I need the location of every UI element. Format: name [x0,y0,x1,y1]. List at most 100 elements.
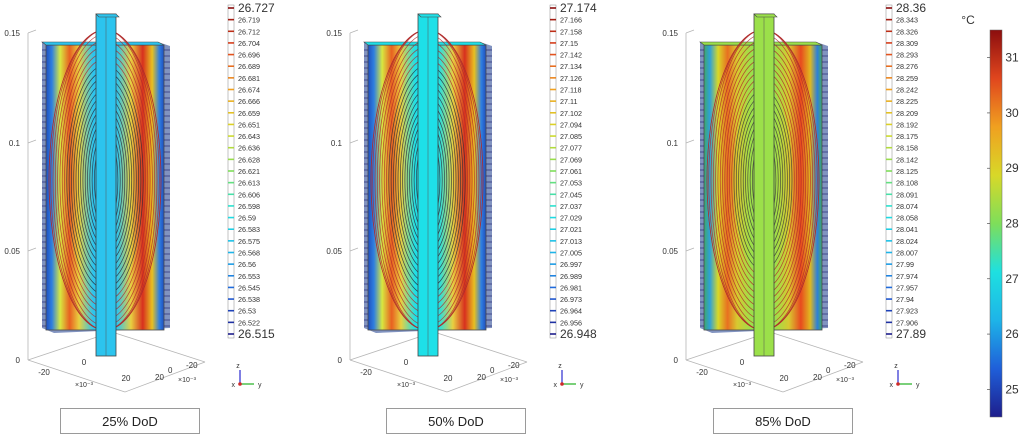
legend-level-label: 26.964 [560,307,582,316]
legend-level-label: 26.659 [238,109,260,118]
legend-level-label: 26.583 [238,225,260,234]
legend-level-label: 28.108 [896,179,918,188]
legend-level-label: 26.689 [238,62,260,71]
legend-level-label: 26.522 [238,318,260,327]
legend-level-label: 27.94 [896,295,914,304]
legend-level-label: 28.074 [896,202,918,211]
triad-y-label: y [916,382,920,389]
legend-level-label: 28.259 [896,74,918,83]
legend-level-label: 26.553 [238,272,260,281]
y-unit-label: ×10⁻³ [836,377,855,384]
center-tab [417,13,442,357]
z-tick-label: 0.1 [667,139,679,148]
y-tick-label: 0 [826,366,831,375]
legend-level-label: 26.681 [238,74,260,83]
z-tick-label: 0.1 [9,139,21,148]
colorbar-tick-label: 26 [1005,327,1019,341]
edge-hatching [700,49,828,327]
legend-level-label: 27.126 [560,74,582,83]
caption-50-dod: 50% DoD [386,408,526,434]
axis-triad: z y x [554,363,585,389]
x-unit-label: ×10⁻³ [75,382,94,389]
legend-level-label: 26.696 [238,51,260,60]
legend-min-label: 26.948 [560,327,597,341]
triad-x-label: x [232,382,236,389]
legend-min-label: 27.89 [896,327,926,341]
legend-level-label: 28.192 [896,120,918,129]
legend-level-label: 26.666 [238,97,260,106]
legend-level-label: 27.134 [560,62,582,71]
legend-level-label: 26.643 [238,132,260,141]
legend-level-label: 28.041 [896,225,918,234]
legend-level-label: 28.007 [896,249,918,258]
z-tick-label: 0 [674,356,679,365]
z-tick-label: 0.15 [4,29,20,38]
legend-level-label: 26.712 [238,27,260,36]
legend-level-label: 28.309 [896,39,918,48]
z-tick-label: 0 [16,356,21,365]
legend-max-label: 27.174 [560,1,597,15]
legend-level-label: 27.053 [560,179,582,188]
legend-level-label: 27.974 [896,272,918,281]
x-tick-label: 0 [740,358,745,367]
y-tick-label: 20 [813,373,822,382]
legend-level-label: 27.99 [896,260,914,269]
x-tick-label: -20 [360,368,372,377]
legend-level-label: 27.906 [896,318,918,327]
panel-1: 0.15 0.1 0.05 0 -20 0 20 ×10⁻³ -20 0 20 ×10⁻³ 26.727… [4,1,275,393]
x-tick-label: 20 [780,374,789,383]
y-tick-label: -20 [508,361,520,370]
z-tick-label: 0.05 [662,247,678,256]
x-tick-label: 0 [82,358,87,367]
legend-level-label: 26.538 [238,295,260,304]
center-tab [753,13,778,357]
x-tick-label: -20 [38,368,50,377]
x-tick-label: -20 [696,368,708,377]
legend-level-label: 26.989 [560,272,582,281]
colorbar-tick-label: 28 [1005,217,1019,231]
axis-triad: z y x [890,363,921,389]
colorbar-tick-label: 25 [1005,382,1019,396]
legend-level-label: 28.293 [896,51,918,60]
y-tick-label: -20 [844,361,856,370]
colorbar: °C 31 30 29 28 27 26 25 [961,13,1019,418]
legend-level-label: 26.53 [238,307,256,316]
legend-level-label: 28.058 [896,214,918,223]
y-tick-label: 0 [490,366,495,375]
legend-level-label: 28.125 [896,167,918,176]
y-unit-label: ×10⁻³ [178,377,197,384]
edge-hatching [364,49,492,327]
legend-level-label: 26.621 [238,167,260,176]
legend-level-label: 27.037 [560,202,582,211]
legend-level-label: 27.957 [896,283,918,292]
legend-level-label: 26.636 [238,144,260,153]
legend-level-label: 26.59 [238,214,256,223]
center-tab [95,13,120,357]
legend-level-label: 28.024 [896,237,918,246]
triad-z-label: z [894,363,898,370]
legend-level-label: 26.651 [238,120,260,129]
y-tick-label: -20 [186,361,198,370]
x-unit-label: ×10⁻³ [733,382,752,389]
legend-level-label: 26.674 [238,86,260,95]
legend-level-label: 27.069 [560,155,582,164]
y-tick-label: 20 [477,373,486,382]
legend-level-label: 28.276 [896,62,918,71]
axes-frame [27,29,206,393]
legend-level-label: 27.158 [560,27,582,36]
z-tick-label: 0.15 [326,29,342,38]
legend-level-label: 26.956 [560,318,582,327]
legend-level-label: 28.326 [896,27,918,36]
legend-level-label: 26.719 [238,16,260,25]
colorbar-tick-label: 29 [1005,161,1019,175]
colorbar-gradient [989,29,1003,418]
edge-hatching [42,49,170,327]
legend-level-label: 26.997 [560,260,582,269]
legend-level-label: 26.981 [560,283,582,292]
z-tick-label: 0.1 [331,139,343,148]
legend-level-label: 28.142 [896,155,918,164]
colorbar-tick-label: 31 [1005,51,1019,65]
